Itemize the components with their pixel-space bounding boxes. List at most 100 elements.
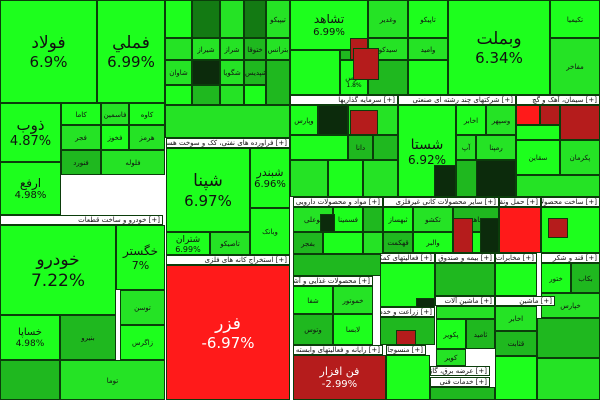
- minor-stock-cell[interactable]: [396, 330, 416, 345]
- stock-tile[interactable]: تکشو: [413, 207, 453, 232]
- minor-stock-cell[interactable]: [220, 85, 244, 105]
- stock-tile[interactable]: ثامید: [466, 319, 495, 349]
- minor-stock-cell[interactable]: [318, 105, 348, 135]
- stock-tile[interactable]: زاگرس: [120, 325, 165, 360]
- stock-tile[interactable]: ذوب 4.87%: [0, 103, 61, 162]
- minor-stock-cell[interactable]: [548, 218, 568, 238]
- minor-stock-cell[interactable]: [323, 232, 363, 254]
- sector-header[interactable]: [+] منسوجات: [386, 345, 426, 355]
- stock-tile[interactable]: فسمینا: [333, 207, 363, 232]
- stock-tile[interactable]: تیپیکو: [266, 0, 290, 38]
- sector-header[interactable]: [+] خدمات فنی: [430, 377, 490, 387]
- stock-tile[interactable]: شبندر 6.96%: [250, 148, 290, 208]
- stock-tile[interactable]: ختوقا: [244, 38, 266, 60]
- stock-tile[interactable]: سقاین: [516, 140, 560, 175]
- sector-header[interactable]: [+] مواد و محصولات دارویی: [293, 197, 383, 207]
- sector-header[interactable]: [+] شرکتهای چند رشته ای صنعتی: [398, 95, 516, 105]
- minor-stock-cell[interactable]: [192, 60, 220, 85]
- minor-stock-cell[interactable]: [408, 60, 448, 95]
- minor-stock-cell[interactable]: [476, 160, 516, 197]
- stock-tile[interactable]: آپ: [456, 135, 476, 160]
- minor-stock-cell[interactable]: [373, 135, 398, 160]
- minor-stock-cell[interactable]: [0, 360, 60, 400]
- minor-stock-cell[interactable]: [386, 355, 430, 400]
- stock-tile[interactable]: فخوز: [101, 125, 129, 150]
- minor-stock-cell[interactable]: [293, 254, 383, 276]
- stock-tile[interactable]: پکویر: [436, 319, 466, 349]
- stock-tile[interactable]: کویر: [436, 349, 466, 366]
- sector-header[interactable]: [+] ماشین: [495, 296, 555, 306]
- sector-header[interactable]: [+] سیمان، آهک و گچ: [516, 95, 600, 105]
- stock-tile[interactable]: وامید: [408, 38, 448, 60]
- minor-stock-cell[interactable]: [436, 306, 495, 319]
- stock-tile[interactable]: فلوله: [101, 150, 165, 175]
- stock-tile[interactable]: شتران 6.99%: [166, 232, 210, 255]
- minor-stock-cell[interactable]: [495, 356, 537, 400]
- stock-tile[interactable]: شگویا: [220, 60, 244, 85]
- sector-header[interactable]: [+] استخراج کانه های فلزی: [166, 255, 290, 265]
- stock-tile[interactable]: وپارس: [290, 105, 318, 135]
- stock-tile[interactable]: شیراز: [192, 38, 220, 60]
- stock-tile[interactable]: لابسا: [333, 314, 373, 345]
- sector-header[interactable]: [+] ساخت محصولا: [541, 197, 600, 207]
- stock-tile[interactable]: شفا: [293, 286, 333, 314]
- stock-tile[interactable]: فنورد: [61, 150, 101, 175]
- stock-tile[interactable]: تاصیکو: [210, 232, 250, 255]
- stock-tile[interactable]: کاما: [61, 103, 101, 125]
- minor-stock-cell[interactable]: [290, 160, 328, 197]
- minor-stock-cell[interactable]: [516, 125, 560, 140]
- stock-tile[interactable]: بکاب: [571, 263, 600, 293]
- sector-header[interactable]: [+] حمل ونقل، انبارداری: [499, 197, 541, 207]
- sector-header[interactable]: [+] بیمه و صندوق باز: [435, 253, 495, 263]
- stock-tile[interactable]: شپدیس: [244, 60, 266, 85]
- stock-tile[interactable]: بترانس: [266, 38, 290, 60]
- stock-tile[interactable]: توسن: [120, 290, 165, 325]
- stock-tile[interactable]: شراز: [220, 38, 244, 60]
- minor-stock-cell[interactable]: [266, 60, 290, 105]
- stock-tile[interactable]: خساپا 4.98%: [0, 315, 60, 360]
- sector-header[interactable]: [+] زراعت و خدما: [380, 307, 435, 317]
- stock-tile[interactable]: مفاخر: [550, 38, 600, 95]
- stock-tile[interactable]: فاسمین: [101, 103, 129, 125]
- sector-header[interactable]: [+] قند و شکر: [541, 253, 600, 263]
- sector-header[interactable]: [+] فراورده های نفتی، کک و سوخت هسته ای: [166, 138, 290, 148]
- stock-tile[interactable]: فجر: [61, 125, 101, 150]
- stock-tile[interactable]: اخابر: [495, 306, 537, 331]
- stock-tile[interactable]: خموتور: [333, 286, 373, 314]
- stock-tile[interactable]: وبملت 6.34%: [448, 0, 550, 95]
- sector-header[interactable]: [+] خودرو و ساخت قطعات: [0, 215, 163, 225]
- minor-stock-cell[interactable]: [363, 160, 398, 197]
- stock-tile[interactable]: رمپنا: [476, 135, 516, 160]
- minor-stock-cell[interactable]: [516, 175, 600, 197]
- minor-stock-cell[interactable]: [165, 38, 192, 60]
- minor-stock-cell[interactable]: [499, 207, 541, 253]
- minor-stock-cell[interactable]: [495, 263, 537, 296]
- stock-tile[interactable]: خودرو 7.22%: [0, 225, 116, 315]
- minor-stock-cell[interactable]: [328, 160, 363, 197]
- minor-stock-cell[interactable]: [560, 105, 600, 140]
- stock-tile[interactable]: کاوه: [129, 103, 165, 125]
- minor-stock-cell[interactable]: [516, 105, 540, 125]
- stock-tile[interactable]: وتوس: [293, 314, 333, 345]
- stock-tile[interactable]: ثبهساز: [383, 207, 413, 232]
- minor-stock-cell[interactable]: [434, 165, 456, 197]
- stock-tile[interactable]: ارفع 4.98%: [0, 162, 61, 215]
- stock-tile[interactable]: اخابر: [456, 105, 486, 135]
- minor-stock-cell[interactable]: [353, 48, 379, 80]
- minor-stock-cell[interactable]: [541, 207, 600, 253]
- minor-stock-cell[interactable]: [363, 232, 383, 254]
- minor-stock-cell[interactable]: [480, 218, 499, 253]
- stock-tile[interactable]: ختور: [541, 263, 571, 293]
- sector-header[interactable]: [+] سایر محصولات کانی غیرفلزی: [383, 197, 499, 207]
- minor-stock-cell[interactable]: [363, 207, 383, 232]
- stock-tile[interactable]: فزر -6.97%: [166, 265, 290, 400]
- minor-stock-cell[interactable]: [244, 0, 266, 38]
- minor-stock-cell[interactable]: [165, 0, 192, 38]
- minor-stock-cell[interactable]: [320, 214, 335, 232]
- minor-stock-cell[interactable]: [537, 318, 600, 358]
- minor-stock-cell[interactable]: [165, 85, 192, 105]
- sector-header[interactable]: [+] مخابرات: [495, 253, 537, 263]
- stock-tile[interactable]: شاوان: [165, 60, 192, 85]
- stock-tile[interactable]: هرمز: [129, 125, 165, 150]
- stock-tile[interactable]: قثابت: [495, 331, 537, 356]
